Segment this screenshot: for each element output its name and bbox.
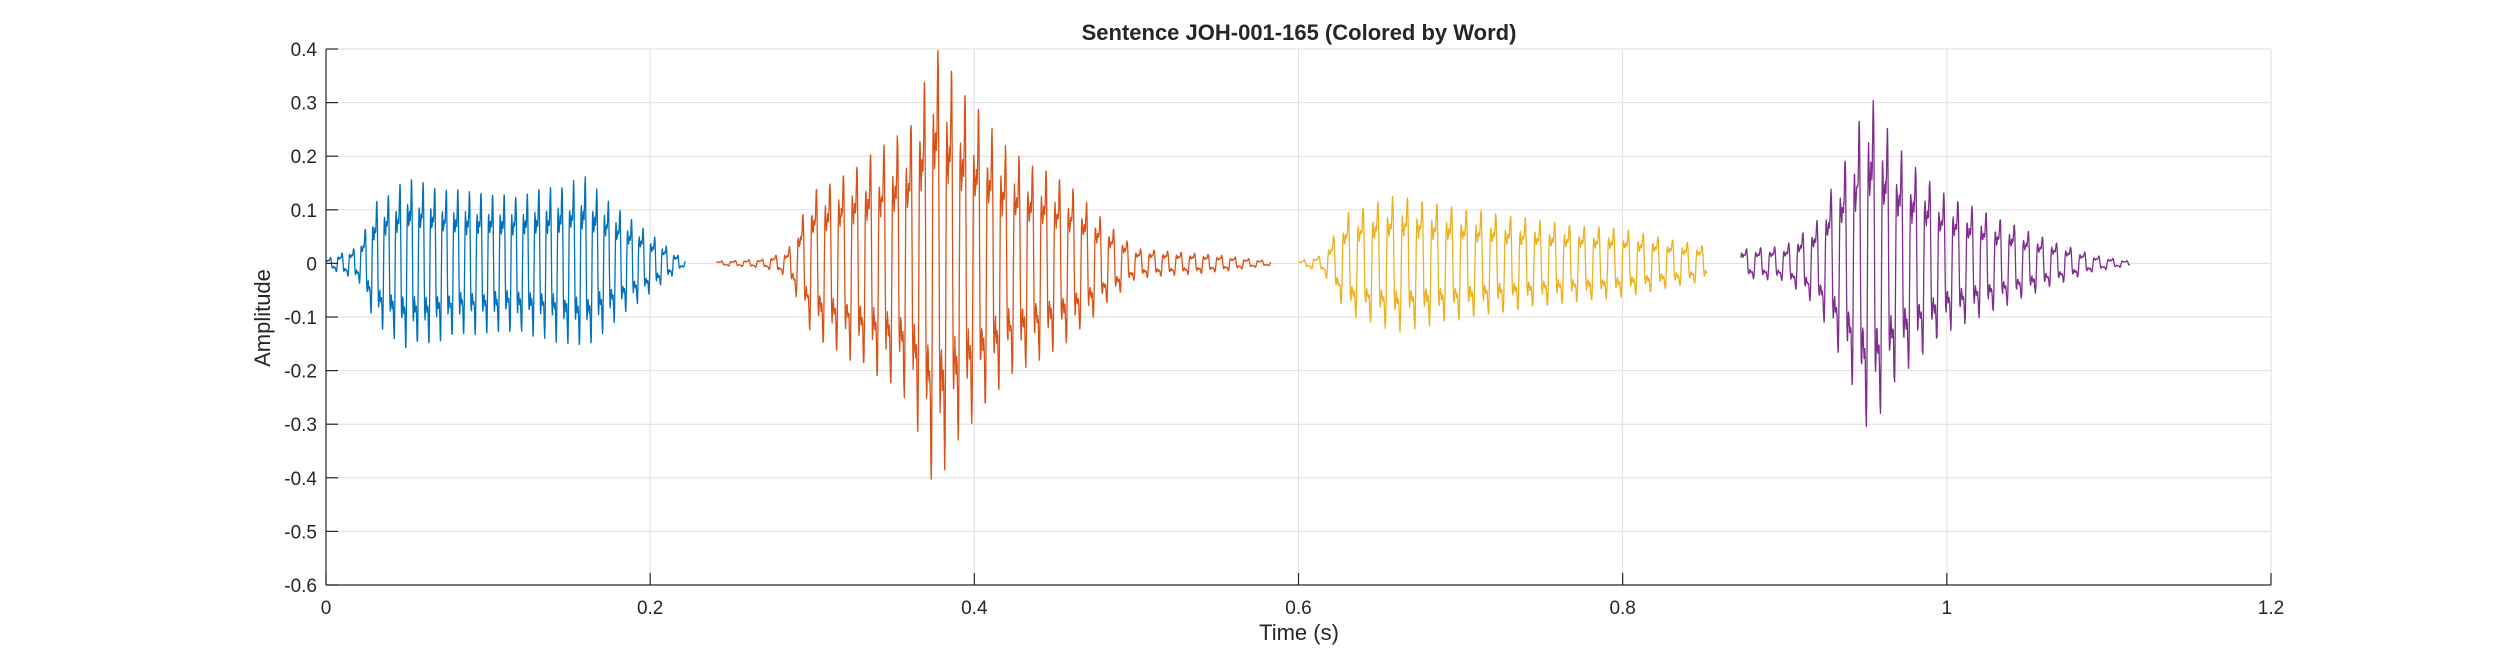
- y-tick-label: 0: [306, 254, 317, 275]
- y-tick-label: 0.1: [291, 201, 317, 222]
- y-tick-label: 0.3: [291, 94, 317, 115]
- y-tick-label: -0.4: [284, 469, 317, 490]
- y-tick-label: -0.6: [284, 576, 317, 597]
- y-tick-label: -0.3: [284, 415, 317, 436]
- y-tick-label: -0.5: [284, 522, 317, 543]
- waveform-series-3: [1297, 195, 1708, 333]
- x-axis-label: Time (s): [1259, 620, 1339, 645]
- waveform-series-2: [716, 49, 1272, 480]
- y-tick-label: 0.2: [291, 147, 317, 168]
- x-tick-label: 1: [1942, 598, 1953, 619]
- x-tick-label: 1.2: [2258, 598, 2284, 619]
- y-axis-label: Amplitude: [250, 269, 275, 367]
- chart-title: Sentence JOH-001-165 (Colored by Word): [1082, 20, 1517, 45]
- x-tick-label: 0: [321, 598, 332, 619]
- y-tick-label: -0.1: [284, 308, 317, 329]
- tick-labels: 0 0.2 0.4 0.6 0.8 1 1.2 -0.6 -0.5 -0.4 -0.3 -0.2 -0.…: [284, 40, 2284, 619]
- y-tick-label: 0.4: [291, 40, 318, 61]
- axes: [325, 48, 2272, 586]
- x-tick-label: 0.2: [637, 598, 663, 619]
- series-layer: [325, 49, 2131, 480]
- x-tick-label: 0.8: [1609, 598, 1635, 619]
- waveform-series-1: [325, 176, 687, 349]
- x-tick-label: 0.4: [961, 598, 988, 619]
- y-tick-label: -0.2: [284, 362, 317, 383]
- x-tick-label: 0.6: [1285, 598, 1311, 619]
- waveform-series-4: [1740, 99, 2131, 428]
